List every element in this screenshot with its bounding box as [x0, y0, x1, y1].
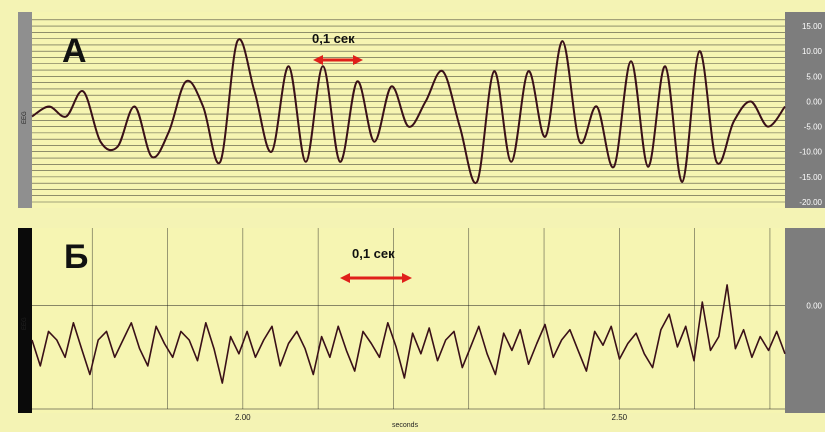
scale-arrow-b-head-right — [402, 273, 412, 283]
eeg-panel-a: EEG 15.00 10.00 5.00 0.00 -5.00 -10.00 -15.00 -… — [18, 12, 825, 208]
panel-b-left-bar: EEG — [18, 228, 32, 413]
panel-b-letter: Б — [64, 238, 89, 276]
panel-a-right-bar — [785, 12, 825, 208]
eeg-trace-b — [31, 284, 786, 384]
eeg-panel-b: EEG 0.00 2.00 2.50 Б 0,1 сек — [18, 228, 825, 422]
panel-a-letter: А — [62, 32, 87, 70]
y-tick-label-b: 0.00 — [806, 302, 822, 311]
eeg-trace-a — [31, 38, 786, 185]
panel-a-left-bar: EEG — [18, 12, 32, 208]
y-tick-label-a: -5.00 — [804, 123, 823, 132]
y-tick-label-a: 5.00 — [806, 72, 822, 81]
scale-arrow-b-head-left — [340, 273, 350, 283]
scale-arrow-a-head-left — [313, 55, 323, 65]
x-axis-units: seconds — [392, 422, 419, 429]
y-tick-label-a: 10.00 — [802, 47, 823, 56]
scale-arrow-a-head-right — [353, 55, 363, 65]
x-tick-label: 2.50 — [612, 413, 628, 422]
y-tick-label-a: 0.00 — [806, 97, 822, 106]
y-tick-label-a: -10.00 — [799, 148, 822, 157]
panel-b-right-bar — [785, 228, 825, 413]
panel-b-plot: 0.00 2.00 2.50 — [31, 228, 823, 422]
x-tick-label: 2.00 — [235, 413, 251, 422]
y-tick-label-a: -20.00 — [799, 198, 822, 207]
y-tick-label-a: 15.00 — [802, 22, 823, 31]
y-tick-label-a: -15.00 — [799, 173, 822, 182]
panel-b-scale-label: 0,1 сек — [352, 246, 395, 261]
panel-a-plot: 15.00 10.00 5.00 0.00 -5.00 -10.00 -15.00 -20.0… — [31, 19, 823, 207]
panel-a-scale-label: 0,1 сек — [312, 31, 355, 46]
